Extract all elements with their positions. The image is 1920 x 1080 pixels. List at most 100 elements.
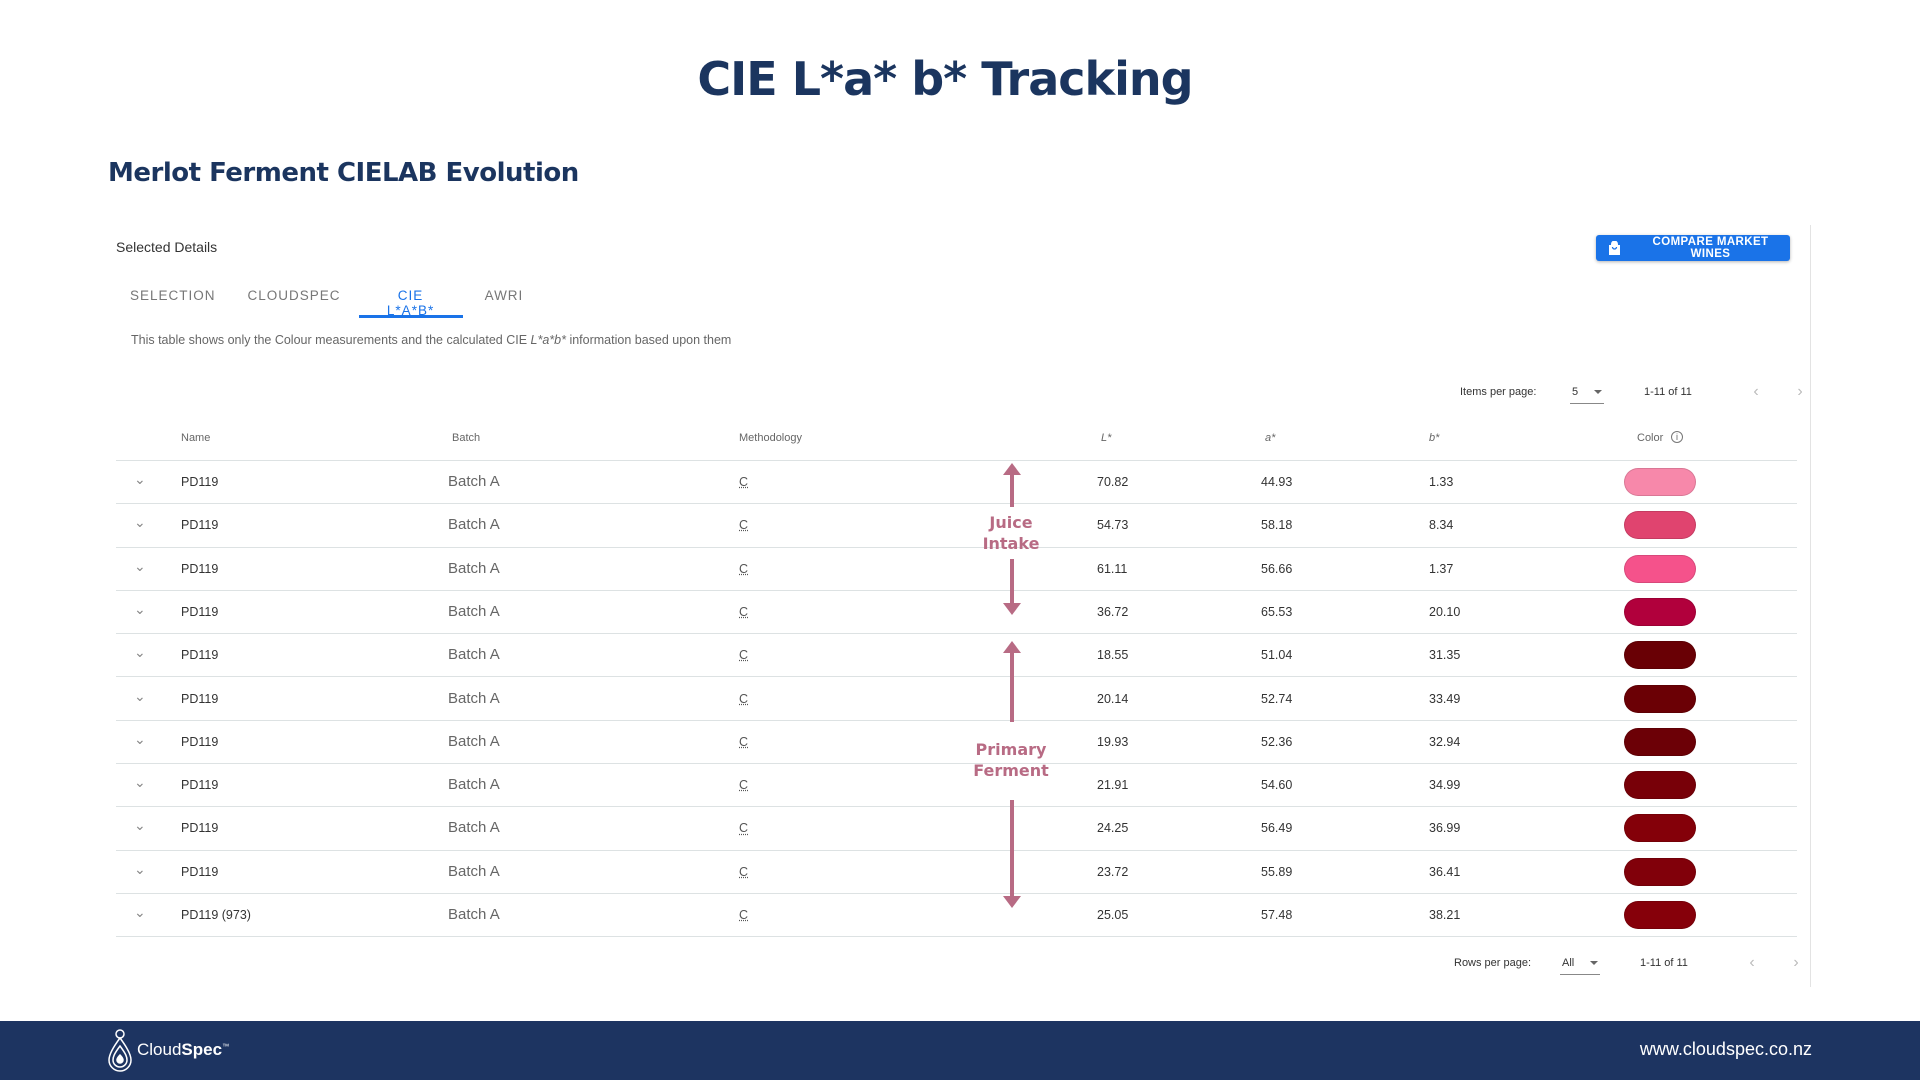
- drop-logo-icon: [108, 1029, 132, 1072]
- page-title: CIE L*a* b* Tracking: [697, 52, 1193, 106]
- cell-methodology[interactable]: C: [739, 691, 749, 706]
- cell-a: 57.48: [1261, 908, 1293, 922]
- cell-methodology[interactable]: C: [739, 604, 749, 619]
- cell-batch: Batch A: [448, 906, 500, 923]
- brand-bold: Spec: [181, 1040, 223, 1059]
- table-row[interactable]: ⌄ PD119 Batch A C 18.55 51.04 31.35: [116, 634, 1797, 678]
- cell-l: 20.14: [1097, 691, 1129, 706]
- table-row[interactable]: ⌄ PD119 Batch A C 61.11 56.66 1.37: [116, 548, 1797, 591]
- compare-market-wines-button[interactable]: COMPARE MARKET WINES: [1596, 235, 1790, 261]
- expand-row-chevron-icon[interactable]: ⌄: [134, 817, 146, 834]
- color-swatch: [1624, 814, 1696, 843]
- expand-row-chevron-icon[interactable]: ⌄: [134, 514, 146, 531]
- cell-batch: Batch A: [448, 732, 500, 750]
- cell-l: 23.72: [1097, 864, 1129, 879]
- cell-methodology[interactable]: C: [739, 561, 749, 576]
- next-page-button[interactable]: ›: [1793, 954, 1799, 971]
- prev-page-button[interactable]: ‹: [1749, 954, 1755, 971]
- expand-row-chevron-icon[interactable]: ⌄: [134, 730, 146, 747]
- tab-cloudspec[interactable]: CLOUDSPEC: [247, 288, 341, 303]
- cell-name: PD119: [181, 518, 219, 533]
- cell-batch: Batch A: [448, 819, 500, 837]
- cell-methodology[interactable]: C: [739, 908, 749, 922]
- cell-name: PD119: [181, 691, 219, 706]
- section-title: Merlot Ferment CIELAB Evolution: [108, 158, 579, 188]
- color-swatch: [1624, 641, 1696, 670]
- top-pagination: Items per page: 5 1-11 of 11 ‹ ›: [1460, 380, 1822, 404]
- color-swatch: [1624, 771, 1696, 800]
- cell-b: 31.35: [1429, 648, 1461, 663]
- header-name[interactable]: Name: [181, 432, 211, 444]
- cell-name: PD119: [181, 864, 219, 879]
- primary-up-arrowhead: [1003, 641, 1021, 653]
- header-b[interactable]: b*: [1429, 432, 1440, 444]
- color-swatch: [1624, 727, 1696, 756]
- cell-a: 55.89: [1261, 864, 1293, 879]
- table-row[interactable]: ⌄ PD119 Batch A C 70.82 44.93 1.33: [116, 461, 1797, 505]
- cell-b: 32.94: [1429, 734, 1461, 749]
- description-text-end: information based upon them: [565, 333, 732, 347]
- table-description: This table shows only the Colour measure…: [131, 333, 731, 347]
- color-swatch: [1624, 554, 1696, 583]
- info-icon[interactable]: i: [1671, 431, 1683, 443]
- table-row[interactable]: ⌄ PD119 Batch A C 36.72 65.53 20.10: [116, 591, 1797, 635]
- dropdown-caret-icon: [1590, 960, 1598, 965]
- cell-batch: Batch A: [448, 559, 500, 577]
- cell-methodology[interactable]: C: [739, 734, 749, 749]
- header-a[interactable]: a*: [1265, 432, 1276, 444]
- cell-name: PD119: [181, 734, 219, 749]
- cell-methodology[interactable]: C: [739, 648, 749, 663]
- tab-cie-lab[interactable]: CIE L*A*B*: [358, 282, 463, 318]
- website-url[interactable]: www.cloudspec.co.nz: [1639, 1039, 1812, 1059]
- items-per-page-select[interactable]: 5: [1570, 380, 1604, 404]
- expand-row-chevron-icon[interactable]: ⌄: [134, 600, 146, 617]
- cell-methodology[interactable]: C: [739, 821, 749, 836]
- header-methodology[interactable]: Methodology: [739, 432, 802, 444]
- color-swatch: [1624, 857, 1696, 886]
- prev-page-button[interactable]: ‹: [1753, 383, 1759, 400]
- cell-a: 44.93: [1261, 475, 1293, 489]
- cell-batch: Batch A: [448, 516, 500, 534]
- rows-per-page-select[interactable]: All: [1560, 951, 1600, 975]
- expand-row-chevron-icon[interactable]: ⌄: [134, 687, 146, 704]
- header-batch[interactable]: Batch: [452, 432, 481, 444]
- table-row[interactable]: ⌄ PD119 Batch A C 21.91 54.60 34.99: [116, 764, 1797, 808]
- tab-selection[interactable]: SELECTION: [130, 288, 216, 303]
- cell-methodology[interactable]: C: [739, 778, 749, 793]
- cell-l: 36.72: [1097, 604, 1129, 619]
- expand-row-chevron-icon[interactable]: ⌄: [134, 904, 146, 920]
- cell-methodology[interactable]: C: [739, 518, 749, 533]
- expand-row-chevron-icon[interactable]: ⌄: [134, 860, 146, 877]
- cell-methodology[interactable]: C: [739, 475, 749, 489]
- dropdown-caret-icon: [1594, 389, 1602, 394]
- table-row[interactable]: ⌄ PD119 Batch A C 54.73 58.18 8.34: [116, 504, 1797, 548]
- table-row[interactable]: ⌄ PD119 Batch A C 24.25 56.49 36.99: [116, 807, 1797, 851]
- juice-down-arrowhead: [1003, 603, 1021, 615]
- cell-methodology[interactable]: C: [739, 864, 749, 879]
- items-per-page-value: 5: [1572, 385, 1579, 398]
- juice-intake-annotation: Juice Intake: [961, 512, 1061, 554]
- cell-name: PD119: [181, 821, 219, 836]
- header-l[interactable]: L*: [1101, 432, 1112, 444]
- cell-name: PD119 (973): [181, 908, 251, 922]
- color-swatch: [1624, 901, 1696, 929]
- expand-row-chevron-icon[interactable]: ⌄: [134, 644, 146, 661]
- cell-a: 52.36: [1261, 734, 1293, 749]
- cell-a: 58.18: [1261, 518, 1293, 533]
- color-swatch: [1624, 684, 1696, 713]
- table-row[interactable]: ⌄ PD119 Batch A C 23.72 55.89 36.41: [116, 851, 1797, 894]
- cell-l: 19.93: [1097, 734, 1129, 749]
- annotation-line: Primary: [975, 740, 1047, 759]
- header-color[interactable]: Color: [1637, 432, 1664, 444]
- expand-row-chevron-icon[interactable]: ⌄: [134, 471, 146, 487]
- juice-up-arrowhead: [1003, 463, 1021, 475]
- table-row[interactable]: ⌄ PD119 (973) Batch A C 25.05 57.48 38.21: [116, 894, 1797, 938]
- next-page-button[interactable]: ›: [1797, 383, 1803, 400]
- cell-l: 54.73: [1097, 518, 1129, 533]
- cell-a: 65.53: [1261, 604, 1293, 619]
- table-row[interactable]: ⌄ PD119 Batch A C 19.93 52.36 32.94: [116, 721, 1797, 765]
- tab-awri[interactable]: AWRI: [484, 288, 524, 303]
- expand-row-chevron-icon[interactable]: ⌄: [134, 774, 146, 791]
- table-row[interactable]: ⌄ PD119 Batch A C 20.14 52.74 33.49: [116, 678, 1797, 721]
- expand-row-chevron-icon[interactable]: ⌄: [134, 557, 146, 574]
